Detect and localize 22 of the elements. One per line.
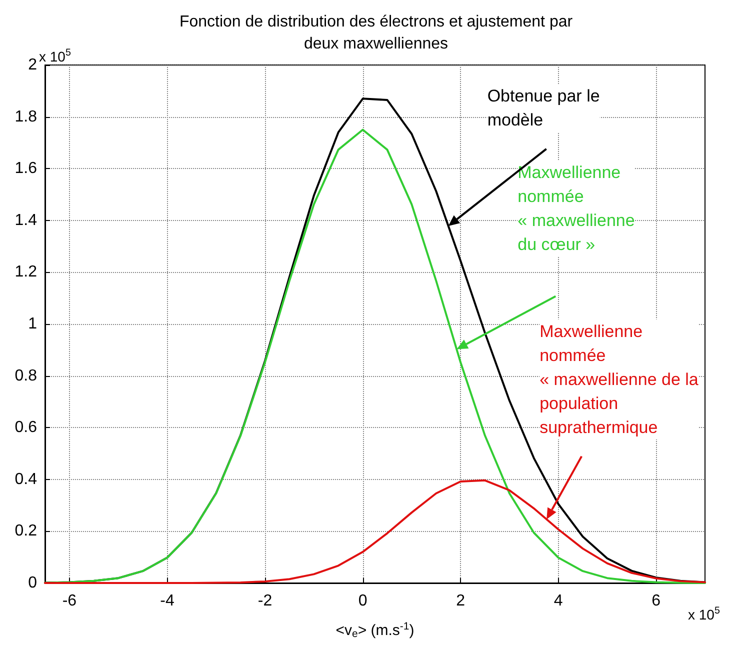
text: Maxwellienne nommée « maxwellienne de la population suprathermique — [540, 322, 699, 437]
y-tick-label: 0.8 — [14, 367, 38, 384]
text: Obtenue par le modèle — [487, 86, 600, 130]
y-tick-label: 2 — [28, 56, 38, 74]
x-tick-label: 2 — [456, 592, 466, 610]
y-tick-label: 1.2 — [14, 264, 38, 281]
y-tick-label: 0.6 — [14, 419, 38, 436]
y-tick-label: 1.4 — [14, 212, 38, 229]
chart-title: Fonction de distribution des électrons et ajustement par deux maxwelliennes — [179, 14, 574, 52]
y-tick-label: 0.2 — [14, 522, 38, 540]
y-tick-label: 1.8 — [14, 108, 38, 126]
x-tick-label: -6 — [62, 592, 77, 610]
y-tick-label: 1.6 — [14, 160, 38, 178]
x-tick-label: -4 — [160, 592, 174, 610]
x-tick-label: 0 — [358, 592, 368, 610]
x-tick-label: 6 — [652, 592, 661, 610]
x-tick-label: -2 — [258, 592, 272, 610]
y-tick-label: 0 — [28, 574, 38, 592]
text: Maxwellienne nommée « maxwellienne du cœur » — [518, 162, 635, 254]
y-tick-label: 0.4 — [14, 470, 38, 488]
x-tick-label: 4 — [554, 592, 563, 610]
y-tick-label: 1 — [28, 316, 38, 332]
